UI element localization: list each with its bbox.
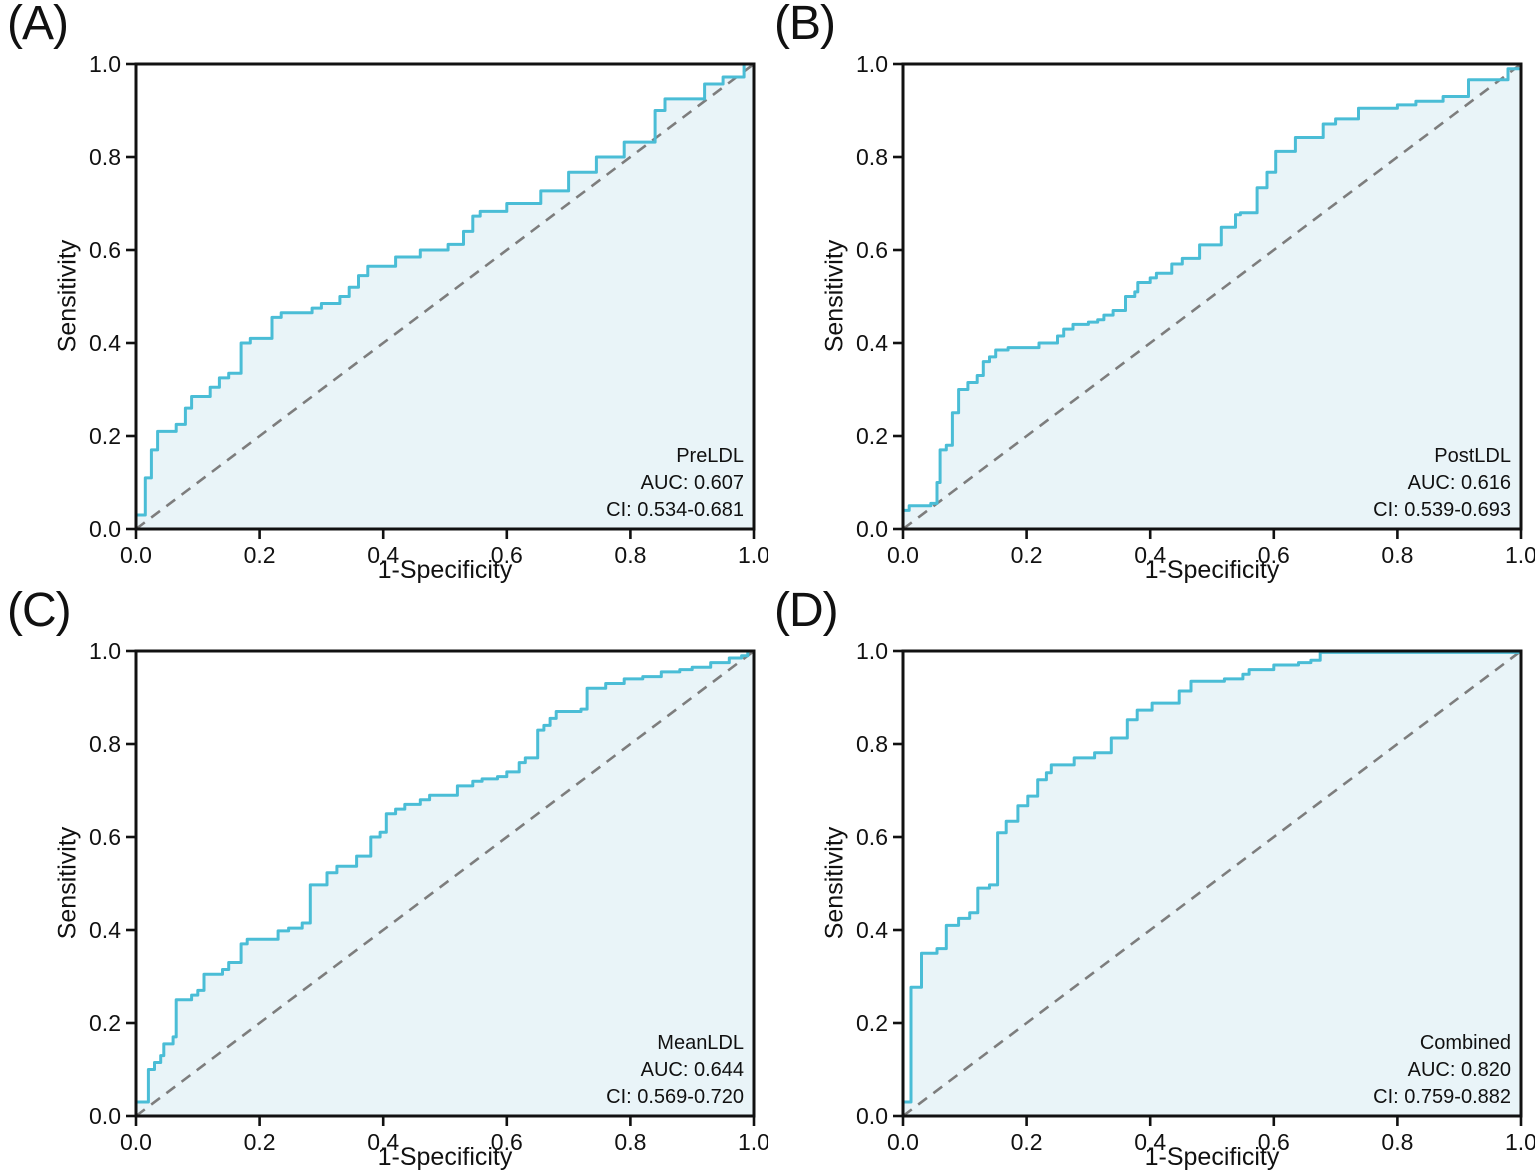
x-tick-label: 0.2 [244, 542, 276, 568]
y-tick-label: 0.8 [856, 144, 888, 170]
y-tick-label: 0.0 [856, 1103, 888, 1129]
y-tick-label: 0.0 [856, 516, 888, 542]
y-tick-label: 1.0 [89, 638, 121, 664]
x-tick-label: 0.6 [1258, 542, 1290, 568]
y-tick-label: 1.0 [856, 638, 888, 664]
annotation-block: Combined AUC: 0.820 CI: 0.759-0.882 [1373, 1030, 1511, 1111]
plot-frame [901, 649, 1523, 1118]
panel-letter-b: (B) [774, 0, 836, 50]
series-label: PreLDL [676, 445, 744, 467]
panel-b: 0.0 0.2 0.4 0.6 0.8 1.0 0.0 0.2 0.4 0.6 0.8 1.0 (B)… [767, 0, 1535, 588]
y-axis-label: Sensitivity [820, 239, 849, 353]
y-axis-label: Sensitivity [53, 239, 82, 353]
x-tick-label: 0.8 [1381, 542, 1413, 568]
y-tick-label: 0.2 [89, 1010, 121, 1036]
x-tick-label: 0.2 [244, 1129, 276, 1155]
x-axis-label: 1-Specificity [377, 1143, 513, 1171]
chance-diagonal-line [135, 649, 755, 1118]
y-tick-label: 0.6 [856, 824, 888, 850]
y-tick-label: 0.8 [89, 731, 121, 757]
ci-label: CI: 0.534-0.681 [606, 499, 744, 521]
auc-label: AUC: 0.644 [640, 1059, 744, 1081]
annotation-block: PreLDL AUC: 0.607 CI: 0.534-0.681 [606, 443, 744, 524]
x-tick-label: 0.2 [1011, 1129, 1043, 1155]
x-tick-label: 0.6 [491, 1129, 523, 1155]
panel-a: 0.0 0.2 0.4 0.6 0.8 1.0 0.0 0.2 0.4 0.6 0.8 1.0 (A)… [0, 0, 768, 588]
x-tick-label: 1.0 [1505, 542, 1535, 568]
y-tick-label: 0.4 [89, 330, 121, 356]
x-tick-label: 0.0 [887, 1129, 919, 1155]
roc-curve [901, 649, 1521, 1116]
x-axis-label: 1-Specificity [377, 556, 513, 584]
y-tick-label: 0.0 [89, 516, 121, 542]
series-label: Combined [1419, 1032, 1511, 1054]
x-tick-label: 0.6 [491, 542, 523, 568]
x-tick-label: 0.8 [614, 542, 646, 568]
series-label: MeanLDL [657, 1032, 744, 1054]
ci-label: CI: 0.539-0.693 [1373, 499, 1511, 521]
y-tick-label: 0.8 [856, 731, 888, 757]
x-tick-label: 0.6 [1258, 1129, 1290, 1155]
x-tick-label: 0.0 [887, 542, 919, 568]
x-tick-label: 0.8 [614, 1129, 646, 1155]
y-tick-label: 0.6 [856, 237, 888, 263]
y-axis-label: Sensitivity [820, 826, 849, 940]
plot-frame [901, 62, 1523, 531]
x-tick-label: 0.4 [1134, 542, 1166, 568]
roc-curve [134, 62, 754, 529]
x-tick-label: 0.4 [1134, 1129, 1166, 1155]
chance-diagonal-line [135, 62, 755, 531]
roc-curve [901, 64, 1523, 529]
y-tick-label: 0.2 [856, 1010, 888, 1036]
panel-d: 0.0 0.2 0.4 0.6 0.8 1.0 0.0 0.2 0.4 0.6 0.8 1.0 (D)… [767, 584, 1535, 1175]
auc-label: AUC: 0.820 [1407, 1059, 1511, 1081]
auc-label: AUC: 0.607 [640, 472, 744, 494]
chance-diagonal-line [902, 649, 1522, 1118]
roc-plot-b: 0.0 0.2 0.4 0.6 0.8 1.0 0.0 0.2 0.4 0.6 0.8 1.0 [856, 51, 1535, 568]
y-tick-label: 0.4 [856, 917, 888, 943]
annotation-block: PostLDL AUC: 0.616 CI: 0.539-0.693 [1373, 443, 1511, 524]
x-tick-label: 1.0 [738, 1129, 768, 1155]
plot-frame [134, 62, 756, 531]
x-tick-label: 0.2 [1011, 542, 1043, 568]
y-tick-label: 0.4 [89, 917, 121, 943]
panel-letter-c: (C) [7, 584, 72, 637]
x-tick-label: 0.0 [120, 1129, 152, 1155]
y-tick-label: 0.6 [89, 824, 121, 850]
y-tick-label: 0.2 [89, 423, 121, 449]
x-tick-label: 0.8 [1381, 1129, 1413, 1155]
y-tick-label: 1.0 [89, 51, 121, 77]
panel-letter-a: (A) [7, 0, 69, 50]
x-tick-label: 0.0 [120, 542, 152, 568]
x-tick-label: 1.0 [738, 542, 768, 568]
x-tick-label: 1.0 [1505, 1129, 1535, 1155]
y-axis-label: Sensitivity [53, 826, 82, 940]
annotation-block: MeanLDL AUC: 0.644 CI: 0.569-0.720 [606, 1030, 744, 1111]
panel-c: 0.0 0.2 0.4 0.6 0.8 1.0 0.0 0.2 0.4 0.6 0.8 1.0 (C)… [0, 584, 768, 1175]
chance-diagonal-line [902, 62, 1522, 531]
plot-frame [134, 649, 756, 1118]
y-tick-label: 0.6 [89, 237, 121, 263]
roc-plot-d: 0.0 0.2 0.4 0.6 0.8 1.0 0.0 0.2 0.4 0.6 0.8 1.0 [856, 638, 1535, 1155]
x-tick-label: 0.4 [367, 1129, 399, 1155]
y-tick-label: 1.0 [856, 51, 888, 77]
panel-letter-d: (D) [774, 584, 839, 637]
y-tick-label: 0.0 [89, 1103, 121, 1129]
roc-curve [134, 649, 754, 1116]
series-label: PostLDL [1434, 445, 1511, 467]
x-axis-label: 1-Specificity [1144, 556, 1280, 584]
y-tick-label: 0.8 [89, 144, 121, 170]
roc-plot-c: 0.0 0.2 0.4 0.6 0.8 1.0 0.0 0.2 0.4 0.6 0.8 1.0 [89, 638, 768, 1155]
y-tick-label: 0.4 [856, 330, 888, 356]
roc-plot-a: 0.0 0.2 0.4 0.6 0.8 1.0 0.0 0.2 0.4 0.6 0.8 1.0 [89, 51, 768, 568]
y-tick-label: 0.2 [856, 423, 888, 449]
ci-label: CI: 0.759-0.882 [1373, 1086, 1511, 1108]
x-axis-label: 1-Specificity [1144, 1143, 1280, 1171]
x-tick-label: 0.4 [367, 542, 399, 568]
auc-label: AUC: 0.616 [1407, 472, 1511, 494]
ci-label: CI: 0.569-0.720 [606, 1086, 744, 1108]
